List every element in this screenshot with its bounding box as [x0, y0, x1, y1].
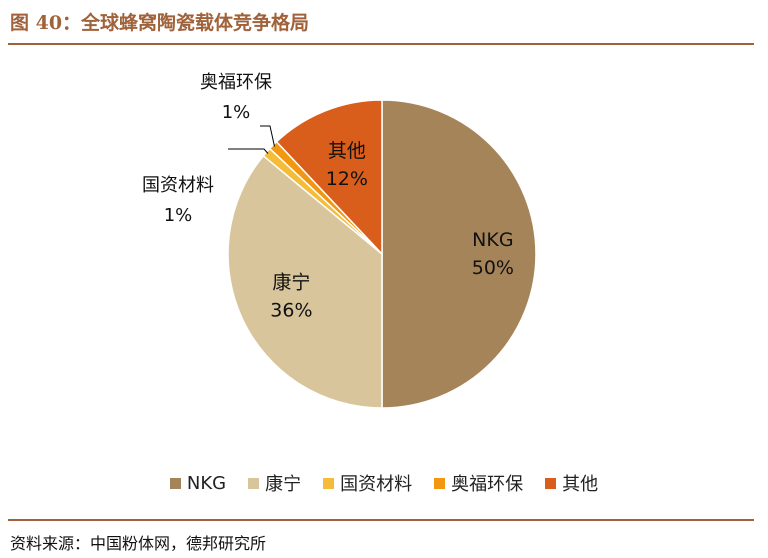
- slice-value-label: 36%: [270, 300, 312, 322]
- chart-legend: NKG 康宁 国资材料 奥福环保 其他: [0, 470, 768, 496]
- legend-swatch: [545, 477, 557, 489]
- slice-name-label: 奥福环保: [200, 72, 272, 93]
- legend-item: 奥福环保: [434, 470, 523, 496]
- legend-label: NKG: [186, 472, 227, 494]
- legend-label: 其他: [562, 474, 599, 495]
- legend-swatch: [323, 477, 335, 489]
- slice-name-label: 国资材料: [142, 175, 214, 196]
- pie-slice-4: [275, 99, 383, 256]
- legend-swatch: [248, 477, 260, 489]
- legend-item: 其他: [545, 470, 598, 496]
- legend-label: 康宁: [265, 474, 302, 495]
- footer-divider: [8, 519, 754, 521]
- slice-name-label: 其他: [328, 140, 366, 162]
- legend-label: 奥福环保: [451, 474, 524, 495]
- leader-line: [228, 148, 269, 154]
- slice-value-label: 1%: [222, 102, 251, 123]
- pie-chart: NKG 50% 康宁 36% 国资材料 1% 奥福环保 1% 其他 12%: [142, 72, 537, 409]
- legend-item: 国资材料: [323, 470, 412, 496]
- slice-value-label: 1%: [164, 205, 193, 226]
- pie-slice-0: [381, 99, 537, 409]
- legend-item: NKG: [169, 470, 227, 496]
- pie-slice-1: [227, 154, 383, 409]
- legend-item: 康宁: [248, 470, 301, 496]
- leader-line: [260, 125, 276, 147]
- legend-label: 国资材料: [340, 474, 413, 495]
- legend-swatch: [434, 477, 446, 489]
- slice-value-label: 50%: [472, 257, 514, 279]
- slice-name-label: NKG: [472, 229, 513, 251]
- legend-swatch: [169, 477, 181, 489]
- figure-title: 图 40：全球蜂窝陶瓷载体竞争格局: [10, 12, 310, 34]
- source-note: 资料来源：中国粉体网，德邦研究所: [10, 534, 267, 553]
- slice-value-label: 12%: [326, 168, 368, 190]
- title-divider: [8, 43, 754, 45]
- slice-name-label: 康宁: [272, 272, 310, 294]
